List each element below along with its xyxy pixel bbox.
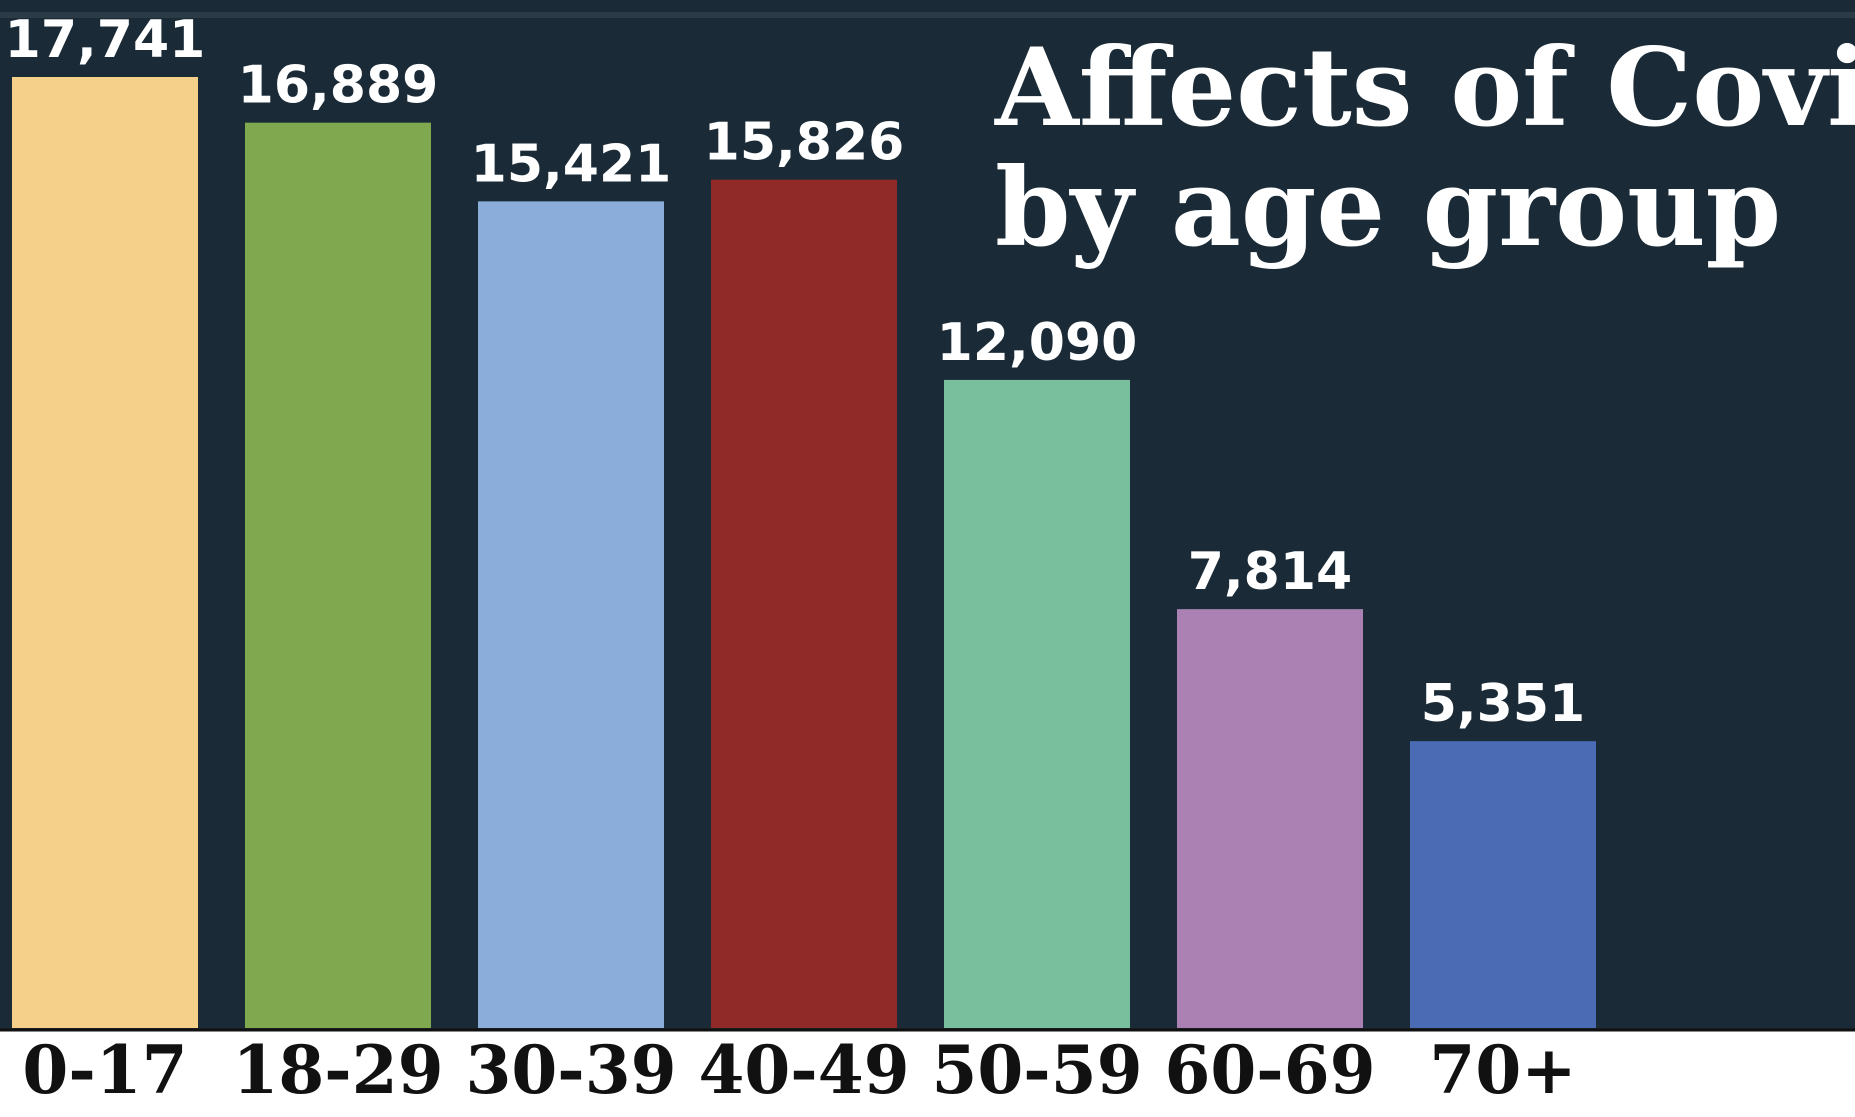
bar-50-59 — [944, 379, 1130, 1028]
x-tick-label-70+: 70+ — [1429, 1031, 1576, 1109]
value-label-30-39: 15,421 — [471, 134, 672, 194]
bar-60-69 — [1177, 609, 1363, 1028]
bar-40-49 — [711, 179, 897, 1028]
chart-title-line-1: Affects of Covid — [994, 25, 1855, 151]
x-tick-label-60-69: 60-69 — [1164, 1031, 1375, 1109]
value-label-0-17: 17,741 — [5, 10, 206, 70]
x-tick-labels-group: 0-17 18-29 30-39 40-49 50-59 60-69 70+ — [22, 1031, 1576, 1109]
x-tick-label-0-17: 0-17 — [22, 1031, 187, 1109]
value-label-50-59: 12,090 — [937, 313, 1138, 373]
chart-title-line-2: by age group — [995, 145, 1781, 271]
bar-30-39 — [478, 201, 664, 1028]
value-label-40-49: 15,826 — [704, 113, 905, 173]
x-tick-label-50-59: 50-59 — [931, 1031, 1142, 1109]
x-tick-label-18-29: 18-29 — [232, 1031, 443, 1109]
top-divider — [0, 12, 1855, 18]
value-label-70+: 5,351 — [1421, 674, 1585, 734]
bar-18-29 — [245, 122, 431, 1029]
value-label-60-69: 7,814 — [1188, 542, 1352, 602]
bars-group — [12, 77, 1596, 1029]
value-labels-group: 17,741 16,889 15,421 15,826 12,090 7,814 5,351 — [5, 10, 1586, 734]
bar-0-17 — [12, 77, 198, 1028]
x-tick-label-30-39: 30-39 — [465, 1031, 676, 1109]
value-label-18-29: 16,889 — [238, 56, 439, 116]
bar-70+ — [1410, 741, 1596, 1028]
x-tick-label-40-49: 40-49 — [698, 1031, 909, 1109]
